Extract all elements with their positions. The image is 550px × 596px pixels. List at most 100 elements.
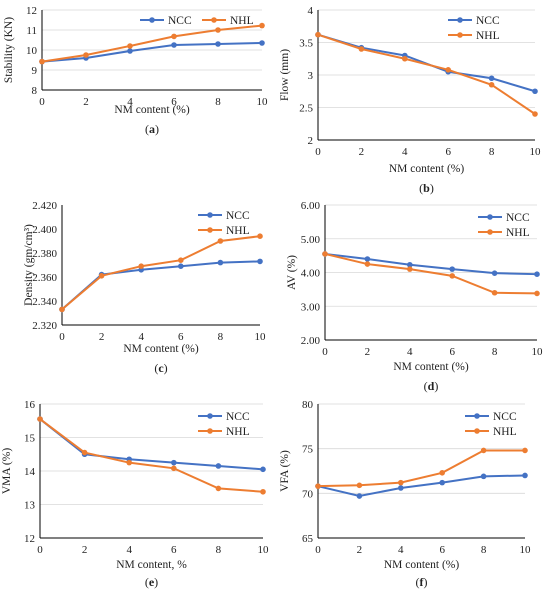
- x-tick-label: 2: [82, 544, 88, 556]
- y-tick-label: 70: [302, 488, 314, 500]
- data-point-nhl: [259, 22, 265, 29]
- data-point-ncc: [215, 463, 222, 469]
- data-point-ncc: [532, 88, 538, 95]
- panel-caption-letter: e: [149, 575, 155, 589]
- data-point-nhl: [534, 290, 540, 297]
- panel-caption: (e): [145, 575, 158, 589]
- data-point-ncc: [491, 270, 498, 276]
- data-point-nhl: [37, 416, 43, 422]
- x-tick-label: 10: [257, 96, 269, 108]
- y-axis-title: VFA (%): [279, 450, 291, 492]
- legend-marker-nhl: [487, 229, 493, 235]
- data-point-nhl: [449, 273, 456, 279]
- panel-caption: (d): [424, 379, 439, 393]
- data-point-nhl: [83, 52, 89, 58]
- data-point-nhl: [407, 266, 413, 272]
- series-line-ncc: [317, 474, 526, 498]
- panel-caption-letter: f: [420, 575, 425, 589]
- x-tick-label: 10: [520, 544, 532, 556]
- data-point-ncc: [522, 472, 528, 479]
- x-tick-label: 8: [492, 346, 498, 358]
- series-line-nhl: [324, 252, 538, 295]
- data-point-ncc: [364, 256, 371, 262]
- data-point-nhl: [217, 238, 224, 244]
- legend-label-nhl: NHL: [230, 15, 254, 27]
- data-point-nhl: [402, 55, 408, 62]
- data-point-ncc: [260, 466, 266, 473]
- legend-label-nhl: NHL: [506, 227, 530, 239]
- chart-f: 65 70 75 80 0 2 4 6 8 10 NM content (%) VFA (%) NCC N…: [279, 399, 531, 589]
- y-tick-label: 14: [24, 466, 36, 478]
- y-tick-label: 3: [308, 70, 314, 82]
- series-line-nhl: [41, 24, 263, 63]
- data-point-ncc: [259, 40, 265, 46]
- x-tick-label: 8: [215, 96, 221, 108]
- chart-d: 2.00 3.00 4.00 5.00 6.00 0 2 4 6 8 10 NM content (%…: [286, 200, 543, 393]
- series-line-ncc: [317, 33, 536, 93]
- legend-label-nhl: NHL: [226, 225, 250, 237]
- data-point-nhl: [364, 261, 371, 267]
- chart-a: 8 9 10 11 12 0 2 4 6 8 10 NM content (%) Stability (…: [3, 5, 268, 136]
- x-tick-label: 6: [449, 346, 455, 358]
- y-tick-label: 15: [24, 433, 36, 445]
- x-axis-title: NM content (%): [384, 559, 460, 571]
- y-tick-label: 5.00: [301, 234, 321, 246]
- y-axis-title: Flow (mm): [279, 49, 291, 101]
- series-line-ncc: [324, 252, 538, 276]
- data-point-ncc: [398, 485, 404, 491]
- y-tick-label: 65: [302, 533, 314, 545]
- data-point-nhl: [439, 469, 446, 476]
- legend-marker-ncc: [207, 212, 213, 218]
- x-tick-label: 6: [171, 96, 177, 108]
- data-point-nhl: [488, 81, 495, 88]
- data-point-nhl: [522, 447, 528, 454]
- x-tick-label: 2: [99, 331, 105, 343]
- y-axis-title: Stability (KN): [3, 17, 15, 83]
- panel-caption-letter: b: [423, 181, 430, 195]
- legend-label-ncc: NCC: [493, 411, 517, 423]
- data-point-nhl: [260, 488, 266, 495]
- x-tick-label: 10: [532, 346, 544, 358]
- x-tick-label: 6: [445, 146, 451, 158]
- chart-c: 2.320 2.340 2.360 2.380 2.400 2.420 0 2 4 6 8 10 NM …: [23, 200, 266, 375]
- x-tick-label: 0: [59, 331, 65, 343]
- x-tick-label: 8: [489, 146, 495, 158]
- x-axis-title: NM content, %: [116, 559, 187, 571]
- x-tick-label: 0: [39, 96, 45, 108]
- data-point-nhl: [315, 31, 321, 38]
- y-tick-label: 2.320: [32, 320, 57, 332]
- data-point-ncc: [257, 258, 263, 265]
- x-tick-label: 6: [178, 331, 184, 343]
- legend-marker-nhl: [474, 428, 480, 434]
- y-tick-label: 4: [308, 5, 314, 17]
- x-tick-label: 2: [357, 544, 363, 556]
- data-point-nhl: [356, 482, 363, 489]
- y-tick-label: 9: [32, 65, 38, 77]
- x-tick-label: 6: [439, 544, 445, 556]
- legend-marker-nhl: [211, 17, 217, 23]
- data-point-nhl: [257, 233, 263, 239]
- data-point-nhl: [358, 46, 365, 52]
- y-tick-label: 2.5: [299, 103, 313, 115]
- data-point-nhl: [532, 111, 538, 117]
- x-tick-label: 4: [398, 544, 404, 556]
- y-tick-label: 3.5: [299, 38, 313, 50]
- x-tick-label: 8: [216, 544, 222, 556]
- y-tick-label: 4.00: [301, 268, 321, 280]
- x-tick-label: 6: [171, 544, 177, 556]
- y-tick-label: 2: [308, 135, 314, 147]
- y-axis-title: AV (%): [286, 255, 298, 290]
- panel-caption: (c): [154, 361, 167, 375]
- panel-caption: (a): [145, 122, 159, 136]
- data-point-nhl: [491, 289, 498, 296]
- data-point-nhl: [215, 485, 222, 492]
- series-line-ncc: [39, 418, 264, 471]
- x-axis-title: NM content (%): [123, 343, 199, 355]
- panel-caption: (f): [416, 575, 428, 589]
- series-line-nhl: [39, 418, 264, 493]
- y-axis-title: Density (gm/cm³): [23, 224, 35, 306]
- y-tick-label: 6.00: [301, 200, 321, 212]
- data-point-nhl: [315, 483, 321, 489]
- x-tick-label: 0: [322, 346, 328, 358]
- legend-label-nhl: NHL: [226, 426, 250, 438]
